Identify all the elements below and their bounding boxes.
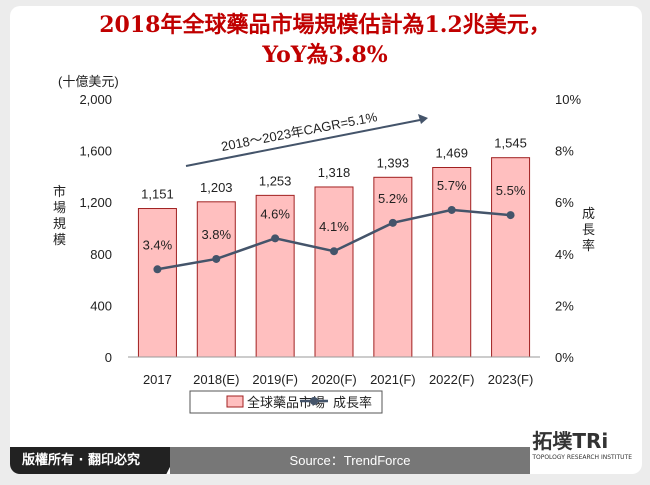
y-right-label: 成 xyxy=(582,206,595,221)
footer: 版權所有 · 翻印必究 Source：TrendForce 拓墣TRi TOPOL… xyxy=(10,429,642,474)
y-left-tick: 800 xyxy=(90,247,112,262)
y-left-tick: 1,200 xyxy=(79,195,112,210)
x-tick: 2021(F) xyxy=(370,372,416,387)
cagr-arrow xyxy=(185,119,421,167)
y-right-tick: 10% xyxy=(555,92,581,107)
y-right-label: 長 xyxy=(582,222,595,237)
copyright: 版權所有 · 翻印必究 xyxy=(10,447,180,474)
y-left-tick: 0 xyxy=(105,350,112,365)
growth-label: 3.4% xyxy=(143,237,173,252)
y-left-tick: 2,000 xyxy=(79,92,112,107)
x-tick: 2022(F) xyxy=(429,372,475,387)
growth-point xyxy=(212,254,221,263)
legend-line-label: 成長率 xyxy=(333,395,372,410)
growth-point xyxy=(447,205,456,214)
y-left-label: 場 xyxy=(53,200,66,215)
y-right-tick: 8% xyxy=(555,144,574,159)
legend-line-marker xyxy=(310,397,318,405)
x-tick: 2023(F) xyxy=(488,372,534,387)
cagr-arrowhead xyxy=(418,114,428,124)
y-left-label: 規 xyxy=(53,216,66,231)
growth-label: 4.1% xyxy=(319,219,349,234)
bar xyxy=(314,186,354,358)
growth-label: 5.2% xyxy=(378,191,408,206)
bar-label: 1,393 xyxy=(377,155,410,170)
title-line2: YoY為3.8% xyxy=(262,42,388,68)
logo-text: 拓墣TRi xyxy=(532,429,609,453)
source: Source：TrendForce xyxy=(170,447,530,474)
cagr-annotation: 2018～2023年CAGR=5.1% xyxy=(220,109,379,154)
x-tick: 2017 xyxy=(143,372,172,387)
y-left-tick: 400 xyxy=(90,298,112,313)
growth-point xyxy=(330,247,338,256)
growth-point xyxy=(271,234,280,243)
y-right-label: 率 xyxy=(582,238,595,253)
y-left-label: 模 xyxy=(53,232,66,247)
bar xyxy=(196,201,236,358)
bar-label: 1,253 xyxy=(259,173,292,188)
growth-label: 5.5% xyxy=(496,183,526,198)
growth-point xyxy=(153,265,162,274)
bar-label: 1,151 xyxy=(141,187,174,202)
y-left-tick: 1,600 xyxy=(79,144,112,159)
bar xyxy=(137,208,177,358)
y-right-tick: 4% xyxy=(555,247,574,262)
bar-label: 1,203 xyxy=(200,180,233,195)
title-line1: 2018年全球藥品市場規模估計為1.2兆美元， xyxy=(99,12,551,38)
bar-label: 1,469 xyxy=(435,145,468,160)
growth-point xyxy=(388,218,397,227)
y-right-tick: 6% xyxy=(555,195,574,210)
y-right-tick: 0% xyxy=(555,350,574,365)
x-tick: 2020(F) xyxy=(311,372,357,387)
logo-sub: TOPOLOGY RESEARCH INSTITUTE xyxy=(532,454,632,461)
y-left-label: 市 xyxy=(53,184,66,199)
legend-bar-label: 全球藥品市場 xyxy=(247,395,325,410)
bar xyxy=(255,194,295,358)
page-title: 2018年全球藥品市場規模估計為1.2兆美元， YoY為3.8% xyxy=(0,10,650,70)
x-tick: 2019(F) xyxy=(252,372,298,387)
y-left-unit: (十億美元) xyxy=(58,74,119,89)
x-tick: 2018(E) xyxy=(193,372,239,387)
bar-label: 1,318 xyxy=(318,165,351,180)
growth-label: 3.8% xyxy=(201,227,231,242)
bar xyxy=(432,166,472,358)
y-right-tick: 2% xyxy=(555,298,574,313)
logo: 拓墣TRi TOPOLOGY RESEARCH INSTITUTE xyxy=(532,425,632,461)
bar-label: 1,545 xyxy=(494,136,527,151)
growth-label: 5.7% xyxy=(437,178,467,193)
legend-bar-swatch xyxy=(226,395,244,408)
growth-point xyxy=(506,211,515,220)
growth-label: 4.6% xyxy=(260,206,290,221)
